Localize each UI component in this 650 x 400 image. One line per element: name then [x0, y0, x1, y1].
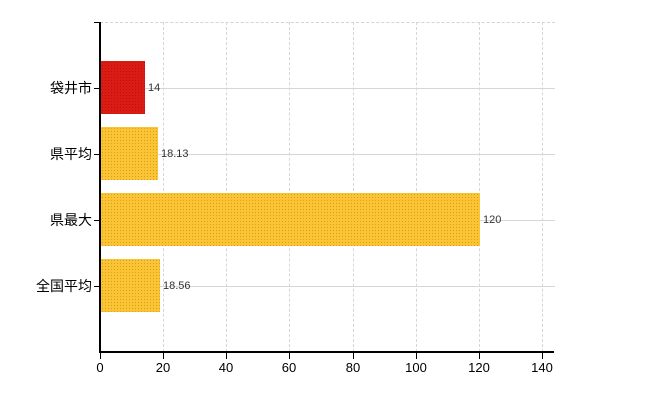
x-axis-tick — [416, 353, 417, 359]
h-gridline — [100, 286, 555, 287]
bar — [101, 127, 158, 180]
v-gridline — [479, 22, 480, 352]
category-label: 県最大 — [50, 212, 92, 228]
x-tick-label: 140 — [531, 360, 553, 375]
y-axis-tick — [94, 88, 100, 89]
y-axis-tick — [94, 286, 100, 287]
category-label: 袋井市 — [50, 80, 92, 96]
bar-value-label: 120 — [483, 214, 502, 226]
bar — [101, 193, 480, 246]
x-axis-tick — [226, 353, 227, 359]
bar — [101, 259, 160, 312]
x-axis-tick — [289, 353, 290, 359]
x-axis-line — [99, 351, 554, 353]
bar-value-label: 14 — [148, 82, 161, 94]
h-gridline — [100, 154, 555, 155]
x-axis-tick — [479, 353, 480, 359]
y-axis-line — [99, 22, 101, 352]
v-gridline — [353, 22, 354, 352]
x-tick-label: 120 — [468, 360, 490, 375]
bar-value-label: 18.56 — [163, 280, 191, 292]
x-tick-label: 100 — [405, 360, 427, 375]
category-label: 県平均 — [50, 146, 92, 162]
x-tick-label: 20 — [155, 360, 171, 375]
y-axis-tick — [94, 220, 100, 221]
v-gridline — [542, 22, 543, 352]
v-gridline — [226, 22, 227, 352]
y-axis-end-tick — [94, 22, 100, 23]
x-tick-label: 0 — [96, 360, 104, 375]
v-gridline — [289, 22, 290, 352]
v-gridline — [163, 22, 164, 352]
x-axis-tick — [163, 353, 164, 359]
x-tick-label: 40 — [218, 360, 234, 375]
x-axis-tick — [100, 353, 101, 359]
y-axis-tick — [94, 154, 100, 155]
x-axis-tick — [542, 353, 543, 359]
v-gridline — [416, 22, 417, 352]
plot-top-border — [100, 22, 555, 23]
h-gridline — [100, 88, 555, 89]
x-tick-label: 60 — [281, 360, 297, 375]
category-label: 全国平均 — [36, 278, 92, 294]
bar — [101, 61, 145, 114]
bar-value-label: 18.13 — [161, 148, 189, 160]
x-tick-label: 80 — [345, 360, 361, 375]
x-axis-tick — [353, 353, 354, 359]
